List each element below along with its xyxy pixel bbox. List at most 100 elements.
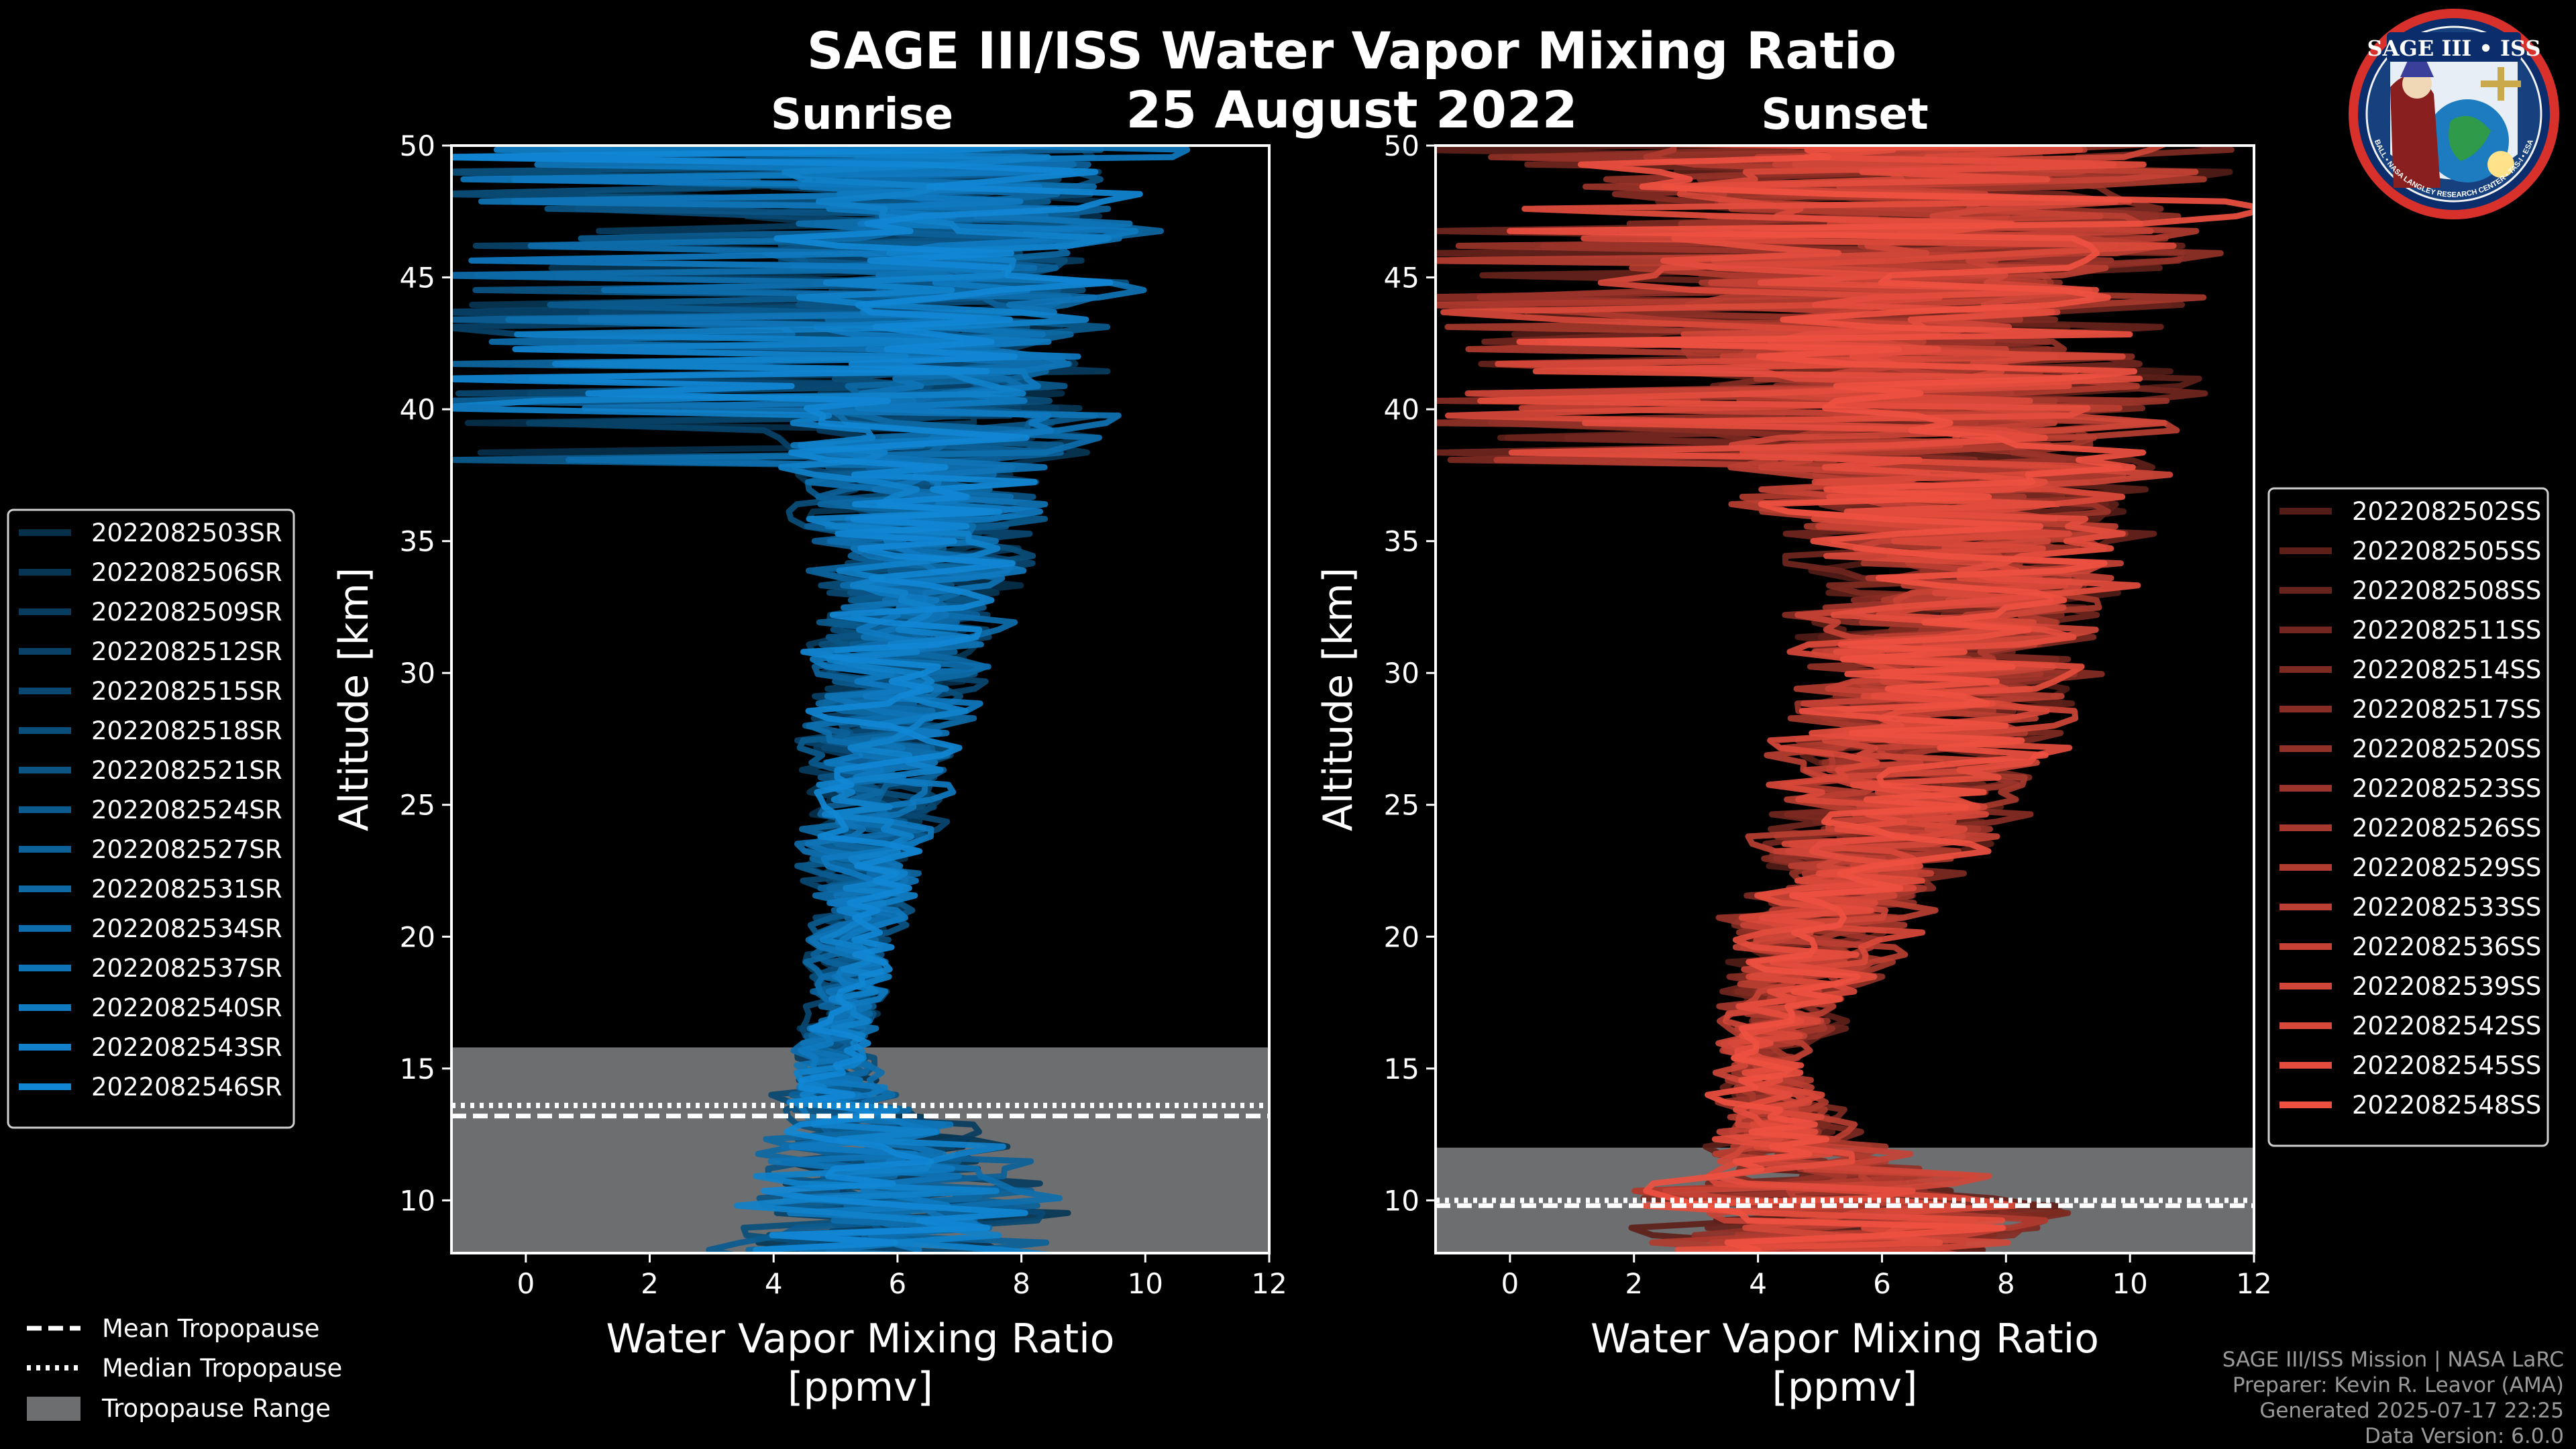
x-axis-label: Water Vapor Mixing Ratio bbox=[1591, 1316, 2099, 1362]
y-tick-label: 30 bbox=[1384, 657, 1419, 690]
y-tick-label: 40 bbox=[1384, 393, 1419, 426]
x-tick-label: 4 bbox=[1749, 1267, 1767, 1300]
plot-area bbox=[451, 146, 1269, 1253]
panel-title: Sunrise bbox=[771, 90, 953, 140]
x-axis-label: Water Vapor Mixing Ratio bbox=[606, 1316, 1115, 1362]
x-tick-label: 0 bbox=[517, 1267, 535, 1300]
y-tick-label: 50 bbox=[1384, 129, 1419, 162]
legend-box bbox=[7, 508, 295, 1129]
legend-entry-2022082548SS: 2022082548SS bbox=[2352, 1091, 2541, 1120]
profile-line-2022082543SR bbox=[451, 146, 1112, 1253]
profile-line-2022082545SS bbox=[1477, 146, 2147, 1253]
y-tick-label: 10 bbox=[1384, 1184, 1419, 1217]
y-tick-label: 30 bbox=[400, 657, 435, 690]
legend-entry-2022082515SR: 2022082515SR bbox=[91, 677, 282, 706]
y-tick-label: 35 bbox=[400, 525, 435, 558]
wizard-figure-icon bbox=[2390, 75, 2440, 188]
x-tick-label: 2 bbox=[1625, 1267, 1643, 1300]
legend-entry-2022082529SS: 2022082529SS bbox=[2352, 853, 2541, 882]
x-tick-label: 4 bbox=[765, 1267, 783, 1300]
y-axis-label: Altitude [km] bbox=[331, 568, 378, 832]
y-tick-label: 15 bbox=[1384, 1053, 1419, 1085]
legend-entry-2022082537SR: 2022082537SR bbox=[91, 954, 282, 983]
y-tick-label: 25 bbox=[1384, 789, 1419, 822]
y-tick-label: 25 bbox=[400, 789, 435, 822]
mean-tropopause-label: Mean Tropopause bbox=[102, 1314, 320, 1343]
legend-entry-2022082506SR: 2022082506SR bbox=[91, 558, 282, 587]
legend-entry-2022082502SS: 2022082502SS bbox=[2352, 497, 2541, 526]
legend-entry-2022082534SR: 2022082534SR bbox=[91, 914, 282, 943]
legend-entry-2022082517SS: 2022082517SS bbox=[2352, 695, 2541, 724]
tropopause-range-swatch bbox=[27, 1397, 80, 1421]
credits: SAGE III/ISS Mission | NASA LaRC Prepare… bbox=[2222, 1348, 2564, 1448]
credit-generated: Generated 2025-07-17 22:25 bbox=[2259, 1399, 2564, 1423]
tropopause-range-label: Tropopause Range bbox=[101, 1394, 331, 1423]
credit-mission: SAGE III/ISS Mission | NASA LaRC bbox=[2222, 1348, 2564, 1372]
median-tropopause-label: Median Tropopause bbox=[102, 1354, 342, 1383]
x-tick-label: 12 bbox=[2236, 1267, 2271, 1300]
sage-iii-iss-logo: SAGE III • ISS BALL • NASA LANGLEY RESEA… bbox=[2349, 9, 2559, 219]
legend-entry-2022082531SR: 2022082531SR bbox=[91, 875, 282, 904]
profile-line-2022082548SS bbox=[1507, 146, 2254, 1253]
y-tick-label: 15 bbox=[400, 1053, 435, 1085]
x-tick-label: 6 bbox=[889, 1267, 907, 1300]
x-tick-label: 2 bbox=[641, 1267, 659, 1300]
figure-date: 25 August 2022 bbox=[1126, 80, 1577, 140]
tropopause-legend: Mean Tropopause Median Tropopause Tropop… bbox=[27, 1314, 342, 1423]
y-tick-label: 20 bbox=[400, 920, 435, 953]
logo-text: SAGE III • ISS bbox=[2367, 36, 2541, 61]
legend-entry-2022082524SR: 2022082524SR bbox=[91, 796, 282, 824]
x-tick-label: 10 bbox=[2112, 1267, 2147, 1300]
legend-entry-2022082533SS: 2022082533SS bbox=[2352, 893, 2541, 922]
legend-entry-2022082503SR: 2022082503SR bbox=[91, 519, 282, 547]
legend-entry-2022082505SS: 2022082505SS bbox=[2352, 537, 2541, 566]
credit-version: Data Version: 6.0.0 bbox=[2365, 1424, 2564, 1448]
legend-entry-2022082520SS: 2022082520SS bbox=[2352, 735, 2541, 763]
figure-title: SAGE III/ISS Water Vapor Mixing Ratio bbox=[807, 21, 1897, 80]
y-tick-label: 20 bbox=[1384, 920, 1419, 953]
x-tick-label: 12 bbox=[1251, 1267, 1287, 1300]
y-tick-label: 45 bbox=[400, 262, 435, 294]
legend-box bbox=[2267, 487, 2549, 1147]
legend-entry-2022082526SS: 2022082526SS bbox=[2352, 814, 2541, 843]
legend-entry-2022082527SR: 2022082527SR bbox=[91, 835, 282, 864]
x-tick-label: 8 bbox=[1012, 1267, 1030, 1300]
legend-entry-2022082521SR: 2022082521SR bbox=[91, 756, 282, 785]
axes-frame bbox=[450, 144, 1271, 1254]
axes-frame bbox=[1434, 144, 2255, 1254]
legend-entry-2022082508SS: 2022082508SS bbox=[2352, 576, 2541, 605]
legend-entry-2022082514SS: 2022082514SS bbox=[2352, 655, 2541, 684]
x-axis-unit: [ppmv] bbox=[1772, 1364, 1918, 1411]
legend-entry-2022082540SR: 2022082540SR bbox=[91, 994, 282, 1022]
y-tick-label: 35 bbox=[1384, 525, 1419, 558]
credit-preparer: Preparer: Kevin R. Leavor (AMA) bbox=[2233, 1373, 2564, 1397]
x-tick-label: 10 bbox=[1128, 1267, 1163, 1300]
legend-entry-2022082536SS: 2022082536SS bbox=[2352, 932, 2541, 961]
profile-line-2022082546SR bbox=[451, 146, 1143, 1253]
sunrise-legend: 2022082503SR 2022082506SR 2022082509SR 2022… bbox=[7, 508, 295, 1129]
legend-entry-2022082546SR: 2022082546SR bbox=[91, 1073, 282, 1102]
y-tick-label: 50 bbox=[400, 129, 435, 162]
legend-entry-2022082545SS: 2022082545SS bbox=[2352, 1051, 2541, 1080]
legend-entry-2022082543SR: 2022082543SR bbox=[91, 1033, 282, 1062]
sunset-legend: 2022082502SS 2022082505SS 2022082508SS 2022… bbox=[2267, 487, 2549, 1147]
legend-entry-2022082542SS: 2022082542SS bbox=[2352, 1012, 2541, 1040]
y-tick-label: 45 bbox=[1384, 262, 1419, 294]
legend-entry-2022082523SS: 2022082523SS bbox=[2352, 774, 2541, 803]
y-tick-label: 10 bbox=[400, 1184, 435, 1217]
y-tick-label: 40 bbox=[400, 393, 435, 426]
legend-entry-2022082539SS: 2022082539SS bbox=[2352, 972, 2541, 1001]
panel-title: Sunset bbox=[1761, 90, 1928, 140]
legend-entry-2022082512SR: 2022082512SR bbox=[91, 637, 282, 666]
sunset-panel: Sunset 0 2 4 6 8 10 12 10 15 20 25 30 35 40 45 50 Water V… bbox=[1315, 90, 2272, 1411]
x-tick-label: 0 bbox=[1501, 1267, 1519, 1300]
x-tick-label: 6 bbox=[1873, 1267, 1891, 1300]
sunrise-panel: Sunrise 0 2 4 6 8 10 12 10 15 20 25 30 35 40 45 50 Water … bbox=[331, 90, 1287, 1411]
plot-area bbox=[1436, 146, 2254, 1253]
x-axis-unit: [ppmv] bbox=[788, 1364, 933, 1411]
y-axis-label: Altitude [km] bbox=[1315, 568, 1362, 832]
legend-entry-2022082511SS: 2022082511SS bbox=[2352, 616, 2541, 645]
legend-entry-2022082518SR: 2022082518SR bbox=[91, 716, 282, 745]
x-tick-label: 8 bbox=[1997, 1267, 2015, 1300]
